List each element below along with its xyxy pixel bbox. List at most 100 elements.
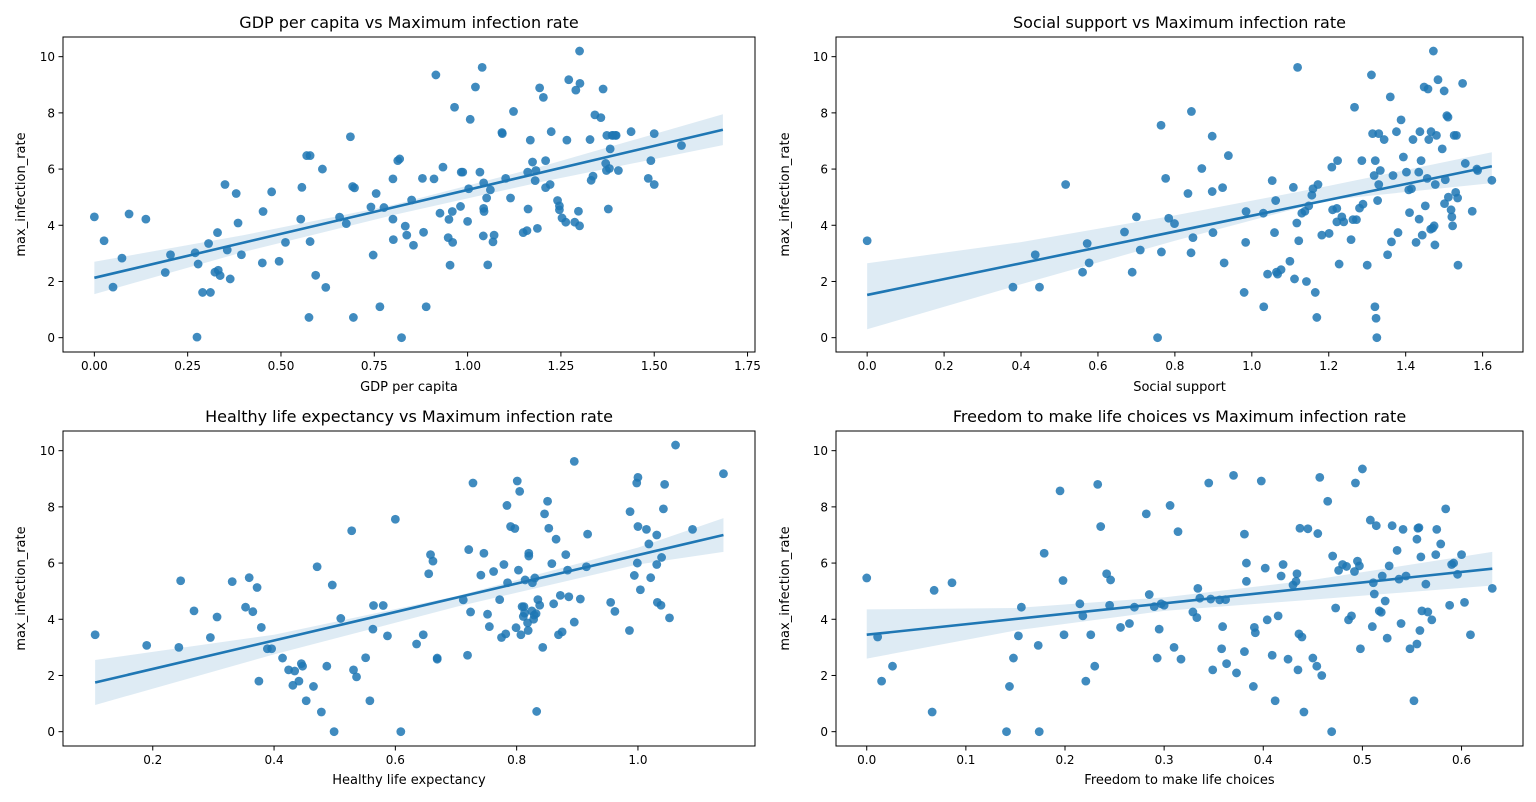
data-point xyxy=(1431,550,1441,560)
data-point xyxy=(361,653,371,663)
data-point xyxy=(1276,265,1286,275)
data-point xyxy=(515,487,525,496)
data-point xyxy=(1440,199,1449,209)
data-point xyxy=(1428,46,1438,56)
data-point xyxy=(583,529,593,539)
subplot-healthy-life-expectancy: Healthy life expectancy vs Maximum infec… xyxy=(14,407,756,788)
x-tick-label: 0.4 xyxy=(1011,359,1030,373)
data-point xyxy=(458,167,468,177)
data-point xyxy=(383,631,392,641)
x-tick-label: 0.8 xyxy=(1165,359,1184,373)
data-point xyxy=(585,135,595,144)
data-point xyxy=(213,228,222,237)
data-point xyxy=(471,82,480,92)
data-point xyxy=(646,573,656,583)
plot-area xyxy=(90,440,728,737)
data-point xyxy=(543,496,552,506)
data-point xyxy=(1165,501,1175,510)
data-point xyxy=(501,629,511,639)
data-point xyxy=(1408,135,1418,144)
data-point xyxy=(1347,611,1356,621)
x-tick-label: 1.2 xyxy=(1319,359,1338,373)
data-point xyxy=(252,583,262,592)
plot-area xyxy=(89,46,724,343)
y-axis-label: max_infection_rate xyxy=(14,526,29,650)
data-point xyxy=(1297,632,1307,642)
data-point xyxy=(1059,630,1069,640)
data-point xyxy=(237,250,246,260)
confidence-band xyxy=(95,518,724,705)
data-point xyxy=(1248,682,1258,691)
data-point xyxy=(305,237,315,246)
data-point xyxy=(1058,576,1068,585)
data-point xyxy=(1055,486,1065,496)
data-point xyxy=(1402,167,1411,177)
data-point xyxy=(1327,727,1337,737)
x-tick-label: 1.6 xyxy=(1473,359,1492,373)
data-point xyxy=(166,250,175,260)
data-point xyxy=(524,548,534,558)
data-point xyxy=(1452,130,1461,140)
data-point xyxy=(1270,696,1280,706)
data-point xyxy=(1445,600,1455,610)
data-point xyxy=(1466,630,1475,640)
data-point xyxy=(564,592,574,602)
data-point xyxy=(1385,92,1395,102)
data-point xyxy=(419,227,428,237)
data-point xyxy=(605,164,614,173)
data-point xyxy=(646,156,656,166)
data-point xyxy=(281,238,290,247)
data-point xyxy=(1016,602,1026,612)
data-point xyxy=(1387,237,1396,247)
data-point xyxy=(562,135,572,145)
data-point xyxy=(329,727,339,737)
data-point xyxy=(193,259,203,269)
data-point xyxy=(375,302,385,312)
data-point xyxy=(514,565,523,575)
data-point xyxy=(390,514,400,524)
data-point xyxy=(1487,583,1497,593)
data-point xyxy=(1312,313,1322,322)
data-point xyxy=(198,288,207,297)
data-point xyxy=(533,223,542,233)
data-point xyxy=(1407,184,1416,194)
data-point xyxy=(296,214,306,224)
regression-line xyxy=(866,164,1493,297)
data-point xyxy=(522,226,532,236)
data-point xyxy=(523,204,533,214)
data-point xyxy=(1039,548,1049,558)
data-point xyxy=(368,624,378,634)
data-point xyxy=(1285,256,1295,266)
confidence-band xyxy=(867,152,1492,330)
data-point xyxy=(1460,159,1470,168)
data-point xyxy=(1270,228,1279,237)
data-point xyxy=(555,201,564,211)
data-point xyxy=(1383,250,1392,260)
data-point xyxy=(1334,259,1344,269)
subplot-social-support: Social support vs Maximum infection rate… xyxy=(778,13,1524,395)
data-point xyxy=(625,507,635,517)
data-point xyxy=(1429,221,1439,231)
data-point xyxy=(1392,127,1401,137)
data-point xyxy=(1421,579,1431,589)
subplot-freedom: Freedom to make life choices vs Maximum … xyxy=(778,407,1524,788)
data-point xyxy=(610,607,620,616)
data-point xyxy=(633,472,643,482)
data-point xyxy=(569,456,579,466)
data-point xyxy=(400,221,410,231)
data-point xyxy=(174,642,184,652)
data-point xyxy=(605,144,615,154)
y-tick-label: 0 xyxy=(47,725,55,739)
data-point xyxy=(1368,129,1377,139)
data-point xyxy=(564,75,574,85)
x-tick-label: 1.0 xyxy=(628,753,647,767)
data-point xyxy=(657,553,666,562)
data-point xyxy=(431,70,441,80)
y-tick-label: 4 xyxy=(820,219,828,233)
data-point xyxy=(540,509,549,519)
data-point xyxy=(327,580,337,590)
data-point xyxy=(1453,260,1463,270)
data-point xyxy=(233,218,243,228)
x-tick-label: 0.3 xyxy=(1155,753,1174,767)
